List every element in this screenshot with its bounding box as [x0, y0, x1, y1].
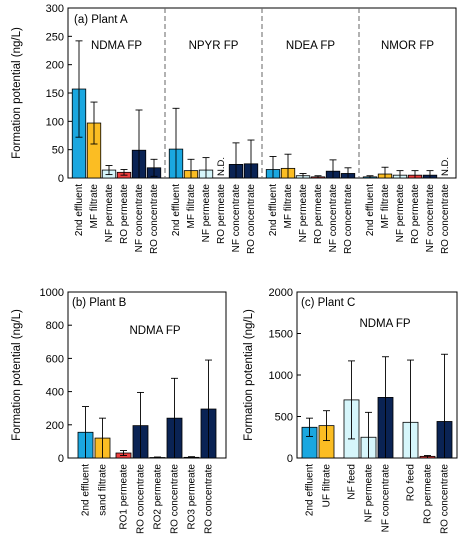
- category-label: NF concentrate: [231, 184, 242, 253]
- category-label: RO concentrate: [170, 464, 181, 534]
- y-tick-label: 600: [46, 353, 64, 365]
- y-tick-label: 0: [58, 453, 64, 465]
- category-label: NF permeate: [298, 184, 309, 243]
- category-label: RO concentrate: [440, 464, 451, 534]
- y-tick-label: 100: [46, 116, 64, 128]
- category-label: NF permeate: [364, 464, 375, 523]
- panel-a: (a) Plant A Formation potential (ng/L) 0…: [11, 3, 457, 254]
- category-label: RO1 permeate: [119, 464, 130, 530]
- category-label: RO permeate: [313, 184, 324, 244]
- category-label: RO concentrate: [343, 184, 354, 254]
- y-tick-label: 400: [46, 387, 64, 399]
- category-label: NF permeate: [104, 184, 115, 243]
- y-tick-label: 200: [46, 420, 64, 432]
- panel-a-label: (a) Plant A: [74, 14, 128, 26]
- y-tick-label: 800: [46, 320, 64, 332]
- category-label: RO concentrate: [204, 464, 215, 534]
- panel-c-ylabel: Formation potential (ng/L): [243, 309, 255, 441]
- group-title: NDMA FP: [91, 40, 142, 52]
- group-title: NPYR FP: [189, 40, 239, 52]
- category-label: 2nd effluent: [81, 464, 92, 516]
- y-tick-label: 300: [46, 3, 64, 15]
- category-label: NF feed: [347, 464, 358, 500]
- category-label: sand filtrate: [98, 464, 109, 516]
- category-label: MF filtrate: [380, 184, 391, 229]
- category-label: RO permeate: [410, 184, 421, 244]
- y-tick-label: 250: [46, 31, 64, 43]
- category-label: MF filtrate: [283, 184, 294, 229]
- group-title: NDMA FP: [129, 325, 180, 337]
- category-label: NF concentrate: [381, 464, 392, 533]
- category-label: 2nd effluent: [268, 184, 279, 236]
- group-title: NMOR FP: [381, 40, 434, 52]
- panel-c-label: (c) Plant C: [301, 297, 355, 309]
- y-tick-label: 500: [275, 412, 293, 424]
- y-tick-label: 1500: [269, 329, 293, 341]
- category-label: NF concentrate: [134, 184, 145, 253]
- category-label: MF filtrate: [186, 184, 197, 229]
- category-label: 2nd effluent: [74, 184, 85, 236]
- category-label: RO concentrate: [149, 184, 160, 254]
- panel-b-label: (b) Plant B: [72, 297, 127, 309]
- y-tick-label: 0: [58, 173, 64, 185]
- panel-b-ylabel: Formation potential (ng/L): [11, 309, 23, 441]
- category-label: RO3 permeate: [187, 464, 198, 530]
- category-label: UF filtrate: [322, 464, 333, 508]
- category-label: RO2 permeate: [153, 464, 164, 530]
- category-label: 2nd effluent: [305, 464, 316, 516]
- y-tick-label: 2000: [269, 287, 293, 299]
- panel-b: (b) Plant B Formation potential (ng/L) 0…: [11, 287, 227, 534]
- nd-label: N.D.: [216, 157, 227, 176]
- category-label: RO permeate: [216, 184, 227, 244]
- category-label: RO concentrate: [440, 184, 451, 254]
- category-label: 2nd effluent: [171, 184, 182, 236]
- category-label: NF concentrate: [328, 184, 339, 253]
- category-label: RO permeate: [423, 464, 434, 524]
- y-tick-label: 50: [52, 145, 64, 157]
- y-tick-label: 0: [287, 453, 293, 465]
- y-tick-label: 1000: [40, 287, 64, 299]
- category-label: NF permeate: [395, 184, 406, 243]
- group-title: NDEA FP: [286, 40, 336, 52]
- category-label: RO feed: [406, 464, 417, 501]
- category-label: NF permeate: [201, 184, 212, 243]
- y-tick-label: 200: [46, 60, 64, 72]
- nd-label: N.D.: [440, 157, 451, 176]
- group-title: NDMA FP: [359, 318, 410, 330]
- category-label: 2nd effluent: [365, 184, 376, 236]
- category-label: MF filtrate: [89, 184, 100, 229]
- panel-c: (c) Plant C Formation potential (ng/L) 0…: [243, 287, 458, 534]
- y-tick-label: 1000: [269, 370, 293, 382]
- panel-a-ylabel: Formation potential (ng/L): [11, 27, 23, 159]
- category-label: RO concentrate: [246, 184, 257, 254]
- y-tick-label: 150: [46, 88, 64, 100]
- category-label: RO concentrate: [136, 464, 147, 534]
- category-label: RO permeate: [119, 184, 130, 244]
- category-label: NF concentrate: [425, 184, 436, 253]
